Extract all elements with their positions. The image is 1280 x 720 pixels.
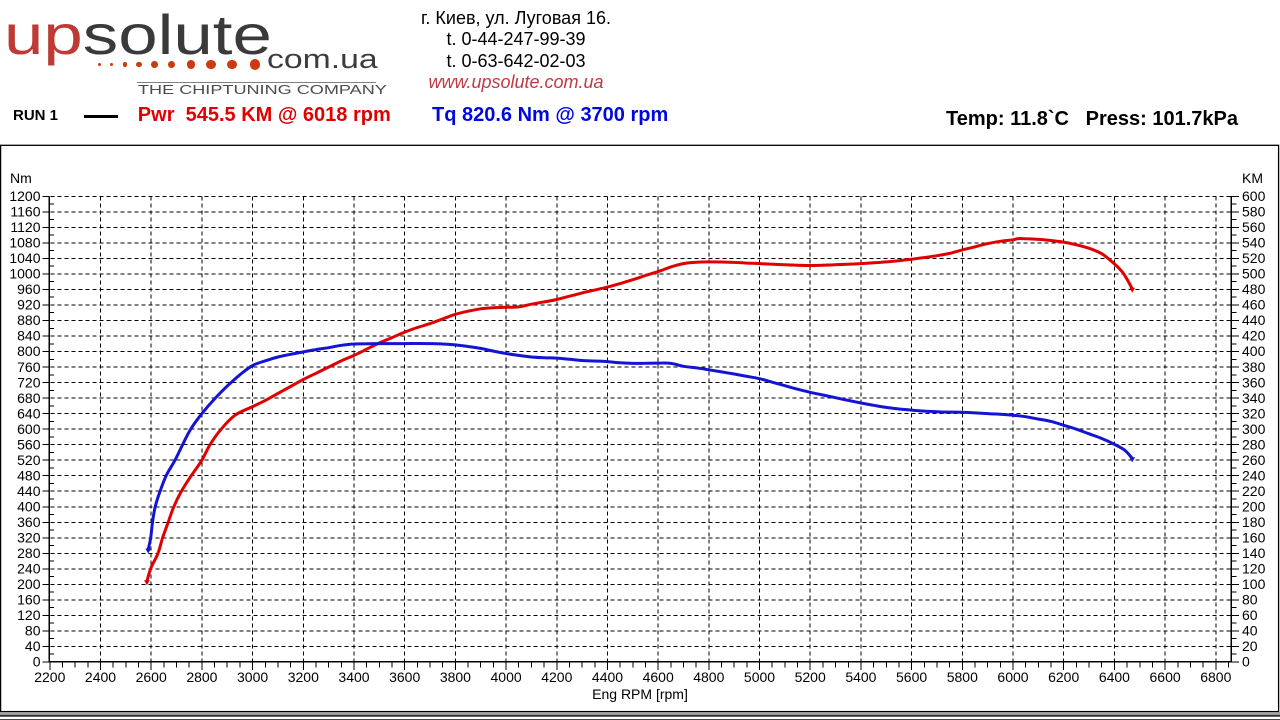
svg-text:400: 400 — [1242, 343, 1266, 359]
svg-text:120: 120 — [17, 607, 41, 623]
svg-text:880: 880 — [17, 312, 41, 328]
svg-text:3000: 3000 — [237, 669, 268, 685]
svg-text:440: 440 — [1242, 312, 1266, 328]
svg-text:120: 120 — [1242, 561, 1266, 577]
svg-text:760: 760 — [17, 359, 41, 375]
svg-text:5800: 5800 — [947, 669, 978, 685]
svg-text:720: 720 — [17, 374, 41, 390]
svg-text:280: 280 — [17, 545, 41, 561]
svg-text:4200: 4200 — [541, 669, 572, 685]
svg-text:Nm: Nm — [10, 170, 32, 186]
svg-text:4800: 4800 — [693, 669, 724, 685]
svg-text:6200: 6200 — [1048, 669, 1079, 685]
svg-text:180: 180 — [1242, 514, 1266, 530]
svg-text:300: 300 — [1242, 421, 1266, 437]
svg-text:6800: 6800 — [1200, 669, 1231, 685]
svg-text:2200: 2200 — [34, 669, 65, 685]
svg-text:560: 560 — [17, 436, 41, 452]
svg-text:920: 920 — [17, 297, 41, 313]
svg-text:60: 60 — [1242, 607, 1258, 623]
svg-text:0: 0 — [33, 654, 41, 670]
svg-text:480: 480 — [1242, 281, 1266, 297]
svg-text:240: 240 — [17, 561, 41, 577]
svg-text:80: 80 — [1242, 592, 1258, 608]
svg-text:640: 640 — [17, 405, 41, 421]
svg-text:240: 240 — [1242, 467, 1266, 483]
svg-text:6400: 6400 — [1099, 669, 1130, 685]
svg-text:480: 480 — [17, 467, 41, 483]
svg-text:1080: 1080 — [9, 235, 40, 251]
svg-text:2800: 2800 — [186, 669, 217, 685]
svg-text:160: 160 — [17, 592, 41, 608]
svg-text:580: 580 — [1242, 204, 1266, 220]
svg-text:440: 440 — [17, 483, 41, 499]
svg-text:220: 220 — [1242, 483, 1266, 499]
svg-text:320: 320 — [17, 530, 41, 546]
svg-text:520: 520 — [17, 452, 41, 468]
svg-text:4400: 4400 — [592, 669, 623, 685]
svg-text:1000: 1000 — [9, 266, 40, 282]
svg-text:800: 800 — [17, 343, 41, 359]
svg-text:2600: 2600 — [136, 669, 167, 685]
svg-text:840: 840 — [17, 328, 41, 344]
svg-text:40: 40 — [25, 638, 41, 654]
svg-text:1120: 1120 — [10, 219, 40, 235]
svg-text:360: 360 — [17, 514, 41, 530]
svg-text:1160: 1160 — [10, 204, 40, 220]
svg-text:600: 600 — [1242, 188, 1266, 204]
svg-text:540: 540 — [1242, 235, 1266, 251]
svg-text:5000: 5000 — [744, 669, 775, 685]
svg-text:5400: 5400 — [845, 669, 876, 685]
svg-text:80: 80 — [25, 623, 41, 639]
svg-text:260: 260 — [1242, 452, 1266, 468]
svg-text:460: 460 — [1242, 297, 1266, 313]
svg-text:KM: KM — [1242, 170, 1263, 186]
svg-text:4000: 4000 — [491, 669, 522, 685]
svg-text:560: 560 — [1242, 219, 1266, 235]
svg-text:2400: 2400 — [85, 669, 116, 685]
svg-text:4600: 4600 — [643, 669, 674, 685]
svg-text:360: 360 — [1242, 374, 1266, 390]
svg-text:1200: 1200 — [9, 188, 40, 204]
svg-text:520: 520 — [1242, 250, 1266, 266]
svg-text:Eng RPM [rpm]: Eng RPM [rpm] — [592, 686, 688, 702]
svg-text:6000: 6000 — [997, 669, 1028, 685]
svg-text:0: 0 — [1242, 654, 1250, 670]
svg-text:320: 320 — [1242, 405, 1266, 421]
svg-text:5200: 5200 — [795, 669, 826, 685]
svg-text:500: 500 — [1242, 266, 1266, 282]
svg-text:40: 40 — [1242, 623, 1258, 639]
svg-text:380: 380 — [1242, 359, 1266, 375]
svg-text:3600: 3600 — [389, 669, 420, 685]
svg-text:6600: 6600 — [1150, 669, 1181, 685]
svg-text:3400: 3400 — [338, 669, 369, 685]
svg-text:200: 200 — [1242, 499, 1266, 515]
svg-text:420: 420 — [1242, 328, 1266, 344]
svg-text:3800: 3800 — [440, 669, 471, 685]
svg-text:160: 160 — [1242, 530, 1266, 546]
svg-text:400: 400 — [17, 499, 41, 515]
svg-text:1040: 1040 — [9, 250, 40, 266]
svg-text:20: 20 — [1242, 638, 1258, 654]
svg-text:3200: 3200 — [288, 669, 319, 685]
svg-text:5600: 5600 — [896, 669, 927, 685]
svg-text:280: 280 — [1242, 436, 1266, 452]
svg-text:100: 100 — [1242, 576, 1266, 592]
svg-text:340: 340 — [1242, 390, 1266, 406]
svg-text:960: 960 — [17, 281, 41, 297]
svg-text:680: 680 — [17, 390, 41, 406]
svg-text:140: 140 — [1242, 545, 1266, 561]
svg-text:600: 600 — [17, 421, 41, 437]
svg-text:200: 200 — [17, 576, 41, 592]
